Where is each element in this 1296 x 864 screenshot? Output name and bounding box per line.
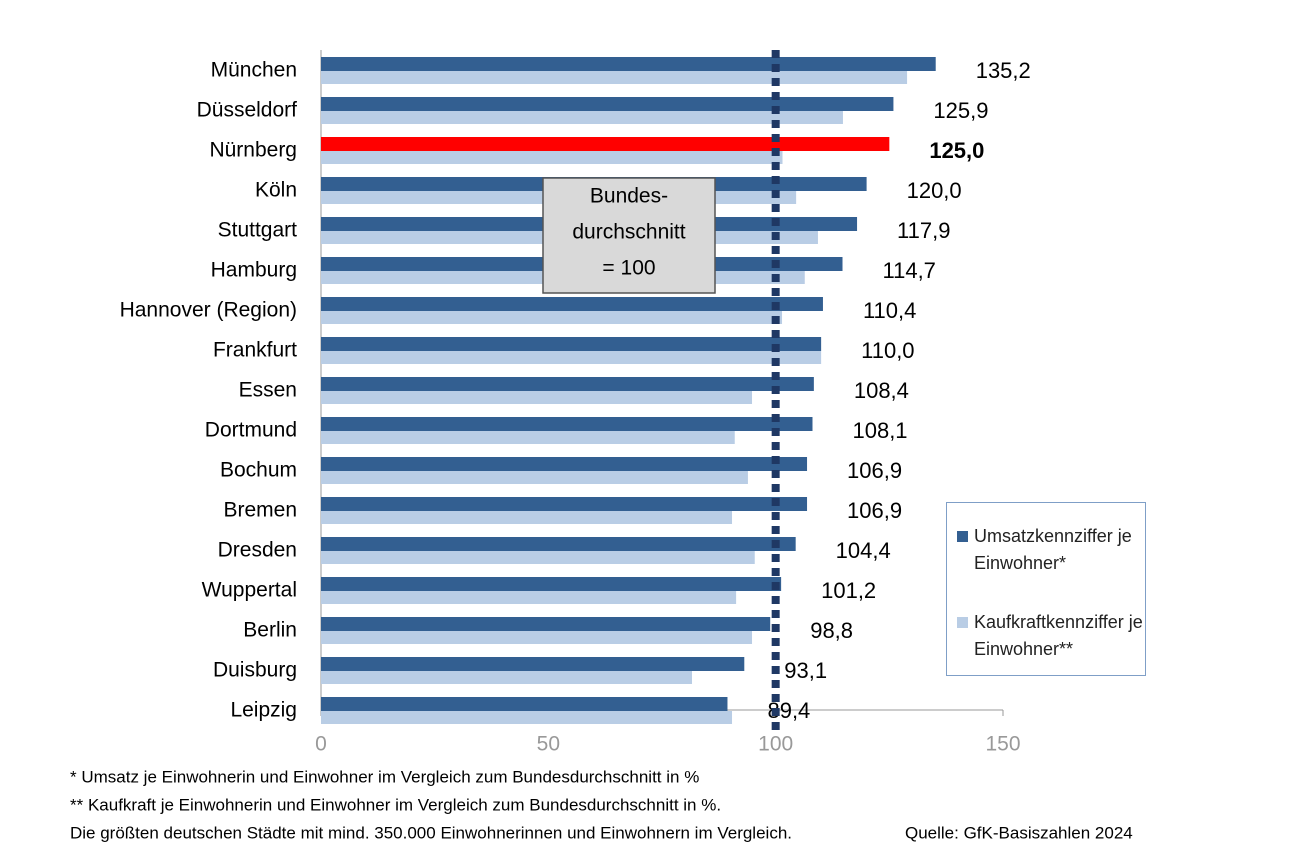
bar (321, 697, 728, 711)
bar (321, 337, 822, 351)
legend-label: Kaufkraftkennziffer je Einwohner** (974, 612, 1143, 659)
category-label: Hannover (Region) (120, 299, 297, 322)
bar (321, 671, 693, 684)
value-label: 125,0 (929, 138, 984, 163)
footnote: * Umsatz je Einwohnerin und Einwohner im… (70, 767, 699, 786)
bar (321, 311, 783, 324)
footnote: ** Kaufkraft je Einwohnerin und Einwohne… (70, 795, 721, 814)
value-label: 114,7 (883, 258, 936, 283)
value-label: 110,4 (863, 298, 916, 323)
value-label: 120,0 (907, 178, 962, 203)
bar (321, 297, 823, 311)
category-label: Dresden (218, 539, 297, 562)
annotation-text: = 100 (602, 257, 655, 280)
category-label: Düsseldorf (197, 99, 298, 122)
bar (321, 511, 733, 524)
bar (321, 551, 755, 564)
bar (321, 137, 890, 151)
category-label: Köln (255, 179, 297, 202)
bar (321, 391, 753, 404)
bar (321, 537, 796, 551)
bar (321, 471, 748, 484)
bar (321, 497, 808, 511)
value-label: 135,2 (976, 58, 1031, 83)
category-label: Duisburg (213, 659, 297, 682)
value-label: 106,9 (847, 498, 902, 523)
value-label: 93,1 (784, 658, 827, 683)
bar (321, 457, 808, 471)
bar (321, 657, 745, 671)
bar (321, 617, 771, 631)
bar (321, 97, 894, 111)
bar (321, 71, 908, 84)
category-label: Bochum (220, 459, 297, 482)
legend-item: Kaufkraftkennziffer je Einwohner** (957, 609, 1145, 663)
annotation-text: durchschnitt (572, 221, 685, 244)
x-tick-label: 150 (985, 733, 1020, 756)
category-label: Hamburg (211, 259, 297, 282)
value-label: 101,2 (821, 578, 876, 603)
value-label: 110,0 (861, 338, 914, 363)
value-label: 108,4 (854, 378, 909, 403)
bar (321, 57, 936, 71)
legend-item: Umsatzkennziffer je Einwohner* (957, 523, 1145, 577)
annotation-text: Bundes- (590, 185, 668, 208)
value-label: 104,4 (836, 538, 891, 563)
value-label: 108,1 (852, 418, 907, 443)
footnote: Die größten deutschen Städte mit mind. 3… (70, 823, 792, 842)
category-label: Wuppertal (202, 579, 297, 602)
x-tick-label: 100 (758, 733, 793, 756)
value-label: 125,9 (933, 98, 988, 123)
category-label: München (211, 59, 297, 82)
bar (321, 631, 753, 644)
bar (321, 431, 735, 444)
bar (321, 417, 813, 431)
bar (321, 577, 782, 591)
x-tick-label: 0 (315, 733, 327, 756)
bar (321, 377, 814, 391)
bar (321, 711, 733, 724)
category-label: Nürnberg (209, 139, 297, 162)
legend-swatch (957, 531, 968, 542)
value-label: 106,9 (847, 458, 902, 483)
legend-label: Umsatzkennziffer je Einwohner* (974, 526, 1132, 573)
category-label: Frankfurt (213, 339, 297, 362)
category-label: Leipzig (230, 699, 297, 722)
source: Quelle: GfK-Basiszahlen 2024 (905, 823, 1133, 842)
value-label: 117,9 (897, 218, 950, 243)
bar (321, 591, 737, 604)
category-label: Essen (239, 379, 297, 402)
category-label: Bremen (223, 499, 297, 522)
bar (321, 351, 822, 364)
bar (321, 111, 843, 124)
category-label: Stuttgart (218, 219, 298, 242)
legend-swatch (957, 617, 968, 628)
value-label: 98,8 (810, 618, 853, 643)
legend: Umsatzkennziffer je Einwohner* Kaufkraftk… (946, 502, 1146, 676)
category-label: Dortmund (205, 419, 297, 442)
x-tick-label: 50 (537, 733, 560, 756)
bar (321, 151, 783, 164)
category-label: Berlin (243, 619, 297, 642)
annotation-box (542, 177, 716, 294)
